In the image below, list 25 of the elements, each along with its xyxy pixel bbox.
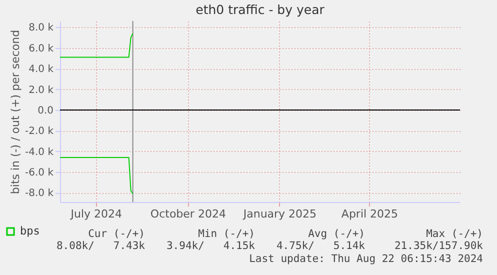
y-tick-label: -2.0 k: [25, 126, 54, 138]
text: 4.75k/ 5.14k: [276, 240, 365, 252]
text: Max (-/+): [426, 228, 483, 240]
text: Avg (-/+): [308, 228, 365, 240]
x-tick-label: October 2024: [150, 208, 226, 220]
x-tick-label: April 2025: [341, 208, 398, 220]
y-tick-label: 4.0 k: [28, 64, 54, 76]
y-tick-label: 8.0 k: [28, 22, 54, 34]
legend-label: bps: [20, 224, 40, 238]
y-tick-label: -4.0 k: [25, 146, 54, 158]
text: 21.35k/157.90k: [394, 240, 483, 252]
text: Min (-/+): [198, 228, 255, 240]
y-tick-label: 6.0 k: [28, 43, 54, 54]
y-tick-label: 2.0 k: [28, 84, 54, 96]
text: 3.94k/ 4.15k: [166, 240, 255, 252]
text: Cur (-/+): [88, 228, 145, 240]
chart-title: eth0 traffic - by year: [196, 2, 326, 17]
y-tick-label: -6.0 k: [25, 168, 54, 179]
x-tick-label: July 2024: [70, 208, 122, 220]
y-axis-title: bits in (-) / out (+) per second: [9, 30, 22, 194]
text: Last update: Thu Aug 22 06:15:43 2024: [249, 253, 483, 265]
y-tick-label: 0.0: [38, 105, 54, 116]
x-tick-label: January 2025: [242, 208, 317, 220]
text: 8.08k/ 7.43k: [56, 240, 145, 252]
y-tick-label: -8.0 k: [25, 188, 54, 200]
